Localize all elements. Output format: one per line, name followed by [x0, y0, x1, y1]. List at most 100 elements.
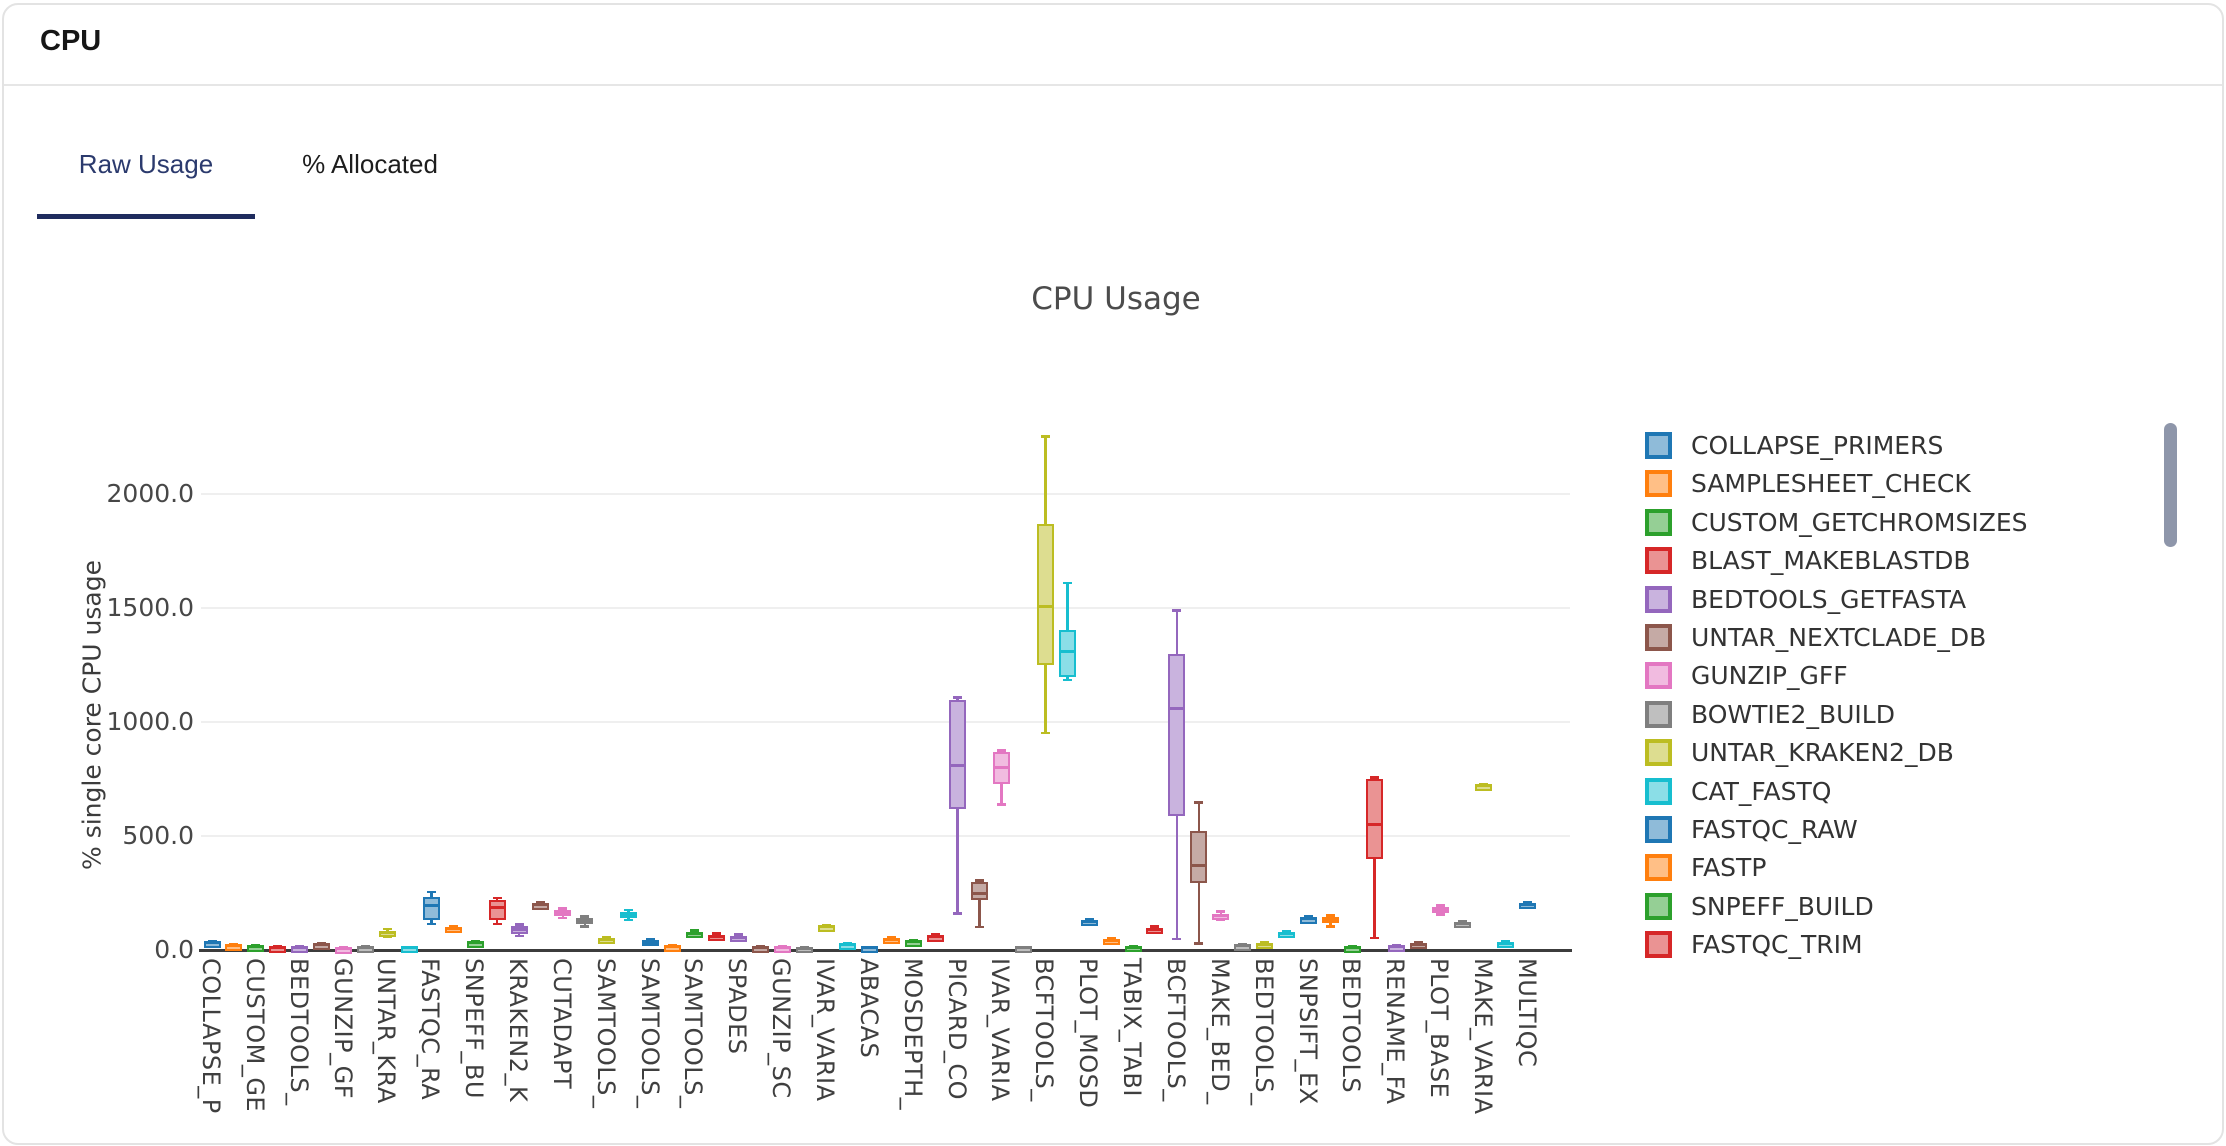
legend-item-fastqc_trim[interactable]: FASTQC_TRIM: [1645, 930, 2028, 960]
x-axis-line: [199, 948, 1572, 952]
x-tick-label: PLOT_MOSD: [1074, 958, 1103, 1109]
box-whisker-cap-high: [1304, 915, 1313, 918]
box-median-line: [1234, 943, 1252, 947]
box-whisker-cap-high: [470, 940, 480, 943]
box-whisker-cap-high: [953, 696, 963, 699]
box-median-line: [707, 934, 725, 938]
legend-item-bowtie2_build[interactable]: BOWTIE2_BUILD: [1645, 700, 2028, 729]
box-median-line: [422, 903, 440, 907]
box-median-line: [992, 766, 1010, 770]
box-median-line: [1387, 945, 1405, 949]
legend-item-gunzip_gff[interactable]: GUNZIP_GFF: [1645, 661, 2028, 691]
box-whisker-cap-high: [514, 923, 524, 926]
legend-item-untar_nextclade_db[interactable]: UNTAR_NEXTCLADE_DB: [1645, 623, 2028, 652]
chart-title: CPU Usage: [1031, 281, 1201, 317]
legend-item-collapse_primers[interactable]: COLLAPSE_PRIMERS: [1645, 431, 2028, 460]
legend-item-bedtools_getfasta[interactable]: BEDTOOLS_GETFASTA: [1645, 585, 2028, 614]
box-iqr: [949, 699, 967, 810]
box-whisker-cap-high: [1084, 917, 1094, 921]
box-whisker-cap-high: [1194, 801, 1204, 804]
box-median-line: [554, 911, 572, 915]
box-whisker-cap-high: [1106, 936, 1116, 940]
box-whisker-cap-high: [558, 907, 568, 910]
box-median-line: [466, 941, 484, 945]
y-gridline: [201, 721, 1570, 723]
x-tick-label: BEDTOOLS: [1337, 958, 1366, 1094]
box-median-line: [1080, 920, 1098, 924]
box-median-line: [1300, 917, 1317, 921]
box-whisker-cap-high: [909, 938, 919, 942]
box-whisker-cap-low: [975, 925, 985, 929]
box-median-line: [685, 932, 703, 936]
box-whisker-cap-low: [426, 922, 436, 926]
box-whisker-cap-high: [448, 924, 458, 928]
box-median-line: [1343, 945, 1361, 949]
x-tick-label: MAKE_BED_: [1205, 958, 1234, 1105]
legend-swatch-icon: [1645, 662, 1672, 690]
x-tick-label: MOSDEPTH_: [898, 958, 927, 1111]
x-tick-label: SPADES: [723, 958, 752, 1055]
x-tick-label: SAMTOOLS_: [591, 958, 620, 1109]
x-tick-label: KRAKEN2_K: [504, 958, 533, 1103]
card-header: CPU: [4, 5, 2222, 86]
legend-item-label: UNTAR_KRAKEN2_DB: [1691, 738, 1954, 768]
x-tick-label: RENAME_FA: [1381, 958, 1410, 1105]
box-median-line: [861, 946, 879, 950]
box-whisker-cap-high: [536, 901, 546, 904]
box-median-line: [1146, 927, 1164, 931]
box-whisker-cap-low: [580, 925, 590, 928]
box-whisker-cap-low: [1194, 942, 1204, 945]
box-median-line: [905, 940, 923, 944]
box-median-line: [1212, 914, 1230, 918]
box-whisker-cap-high: [689, 929, 699, 932]
x-tick-label: SNPSIFT_EX: [1293, 958, 1322, 1105]
legend-item-label: CAT_FASTQ: [1691, 776, 1832, 806]
box-median-line: [510, 928, 528, 932]
legend-item-label: BLAST_MAKEBLASTDB: [1691, 546, 1971, 576]
legend-swatch-icon: [1645, 623, 1672, 651]
legend-swatch-icon: [1645, 508, 1672, 536]
legend-item-label: FASTQC_TRIM: [1691, 930, 1863, 960]
legend-item-untar_kraken2_db[interactable]: UNTAR_KRAKEN2_DB: [1645, 738, 2028, 768]
legend-swatch-icon: [1645, 739, 1672, 767]
legend-item-fastp[interactable]: FASTP: [1645, 853, 2028, 883]
box-median-line: [971, 891, 989, 895]
box-whisker-cap-low: [996, 803, 1006, 806]
box-whisker-cap-low: [953, 912, 963, 915]
box-whisker-cap-high: [821, 923, 831, 927]
x-tick-label: TABIX_TABI: [1118, 958, 1147, 1097]
box-median-line: [269, 946, 287, 950]
box-median-line: [773, 945, 791, 949]
box-whisker-cap-high: [1238, 942, 1248, 946]
box-iqr: [1190, 830, 1208, 884]
box-whisker-cap-high: [426, 890, 436, 894]
legend-scrollbar-thumb[interactable]: [2164, 423, 2177, 547]
tab-raw-usage[interactable]: Raw Usage: [37, 143, 255, 219]
legend-item-label: SNPEFF_BUILD: [1691, 891, 1874, 921]
x-tick-label: MULTIQC: [1512, 958, 1541, 1068]
x-tick-label: BEDTOOLS_: [284, 958, 313, 1106]
box-median-line: [247, 945, 265, 949]
legend-item-cat_fastq[interactable]: CAT_FASTQ: [1645, 776, 2028, 806]
box-whisker-cap-high: [1216, 910, 1226, 913]
legend-item-label: GUNZIP_GFF: [1691, 661, 1848, 691]
tab-percent-allocated[interactable]: % Allocated: [302, 149, 438, 179]
box-median-line: [335, 946, 353, 950]
legend-item-blast_makeblastdb[interactable]: BLAST_MAKEBLASTDB: [1645, 546, 2028, 576]
legend-item-label: FASTP: [1691, 853, 1767, 883]
y-gridline: [201, 835, 1570, 837]
legend-item-custom_getchromsizes[interactable]: CUSTOM_GETCHROMSIZES: [1645, 508, 2028, 537]
box-median-line: [664, 944, 682, 948]
box-whisker-cap-high: [1391, 943, 1401, 947]
box-whisker-cap-high: [1282, 930, 1292, 933]
legend-item-samplesheet_check[interactable]: SAMPLESHEET_CHECK: [1645, 469, 2028, 498]
box-median-line: [1409, 942, 1427, 946]
box-whisker-cap-high: [646, 938, 656, 941]
box-median-line: [1431, 908, 1449, 912]
x-tick-label: COLLAPSE_P: [197, 958, 225, 1114]
box-whisker-cap-low: [1369, 936, 1379, 940]
x-tick-label: PICARD_CO: [942, 958, 971, 1101]
box-median-line: [883, 937, 901, 941]
legend-item-fastqc_raw[interactable]: FASTQC_RAW: [1645, 815, 2028, 844]
legend-item-snpeff_build[interactable]: SNPEFF_BUILD: [1645, 891, 2028, 921]
